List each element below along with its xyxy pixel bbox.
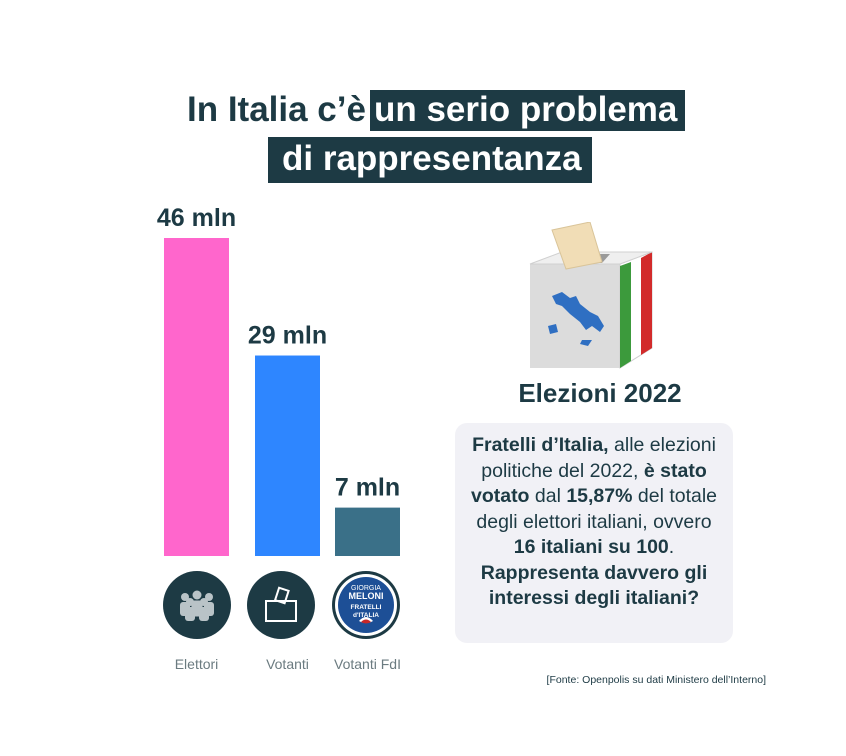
title-highlight: un serio problema — [369, 90, 686, 131]
source-note: [Fonte: Openpolis su dati Ministero dell… — [546, 674, 766, 686]
data-label: 29 mln — [248, 322, 327, 350]
bar-votanti — [255, 355, 320, 556]
card-voted: è stato votato — [470, 459, 707, 508]
category-label: Votanti — [266, 656, 309, 672]
logo-text-giorgia: GIORGIA — [351, 585, 381, 592]
title-line-2: di rappresentanza — [268, 137, 592, 183]
category-label: Elettori — [175, 656, 219, 672]
logo-text-meloni: MELONI — [349, 591, 384, 601]
card-question: Rappresenta davvero gli interessi degli … — [480, 561, 708, 610]
bar-votanti-fdi — [335, 507, 400, 556]
card-party: Fratelli d’Italia, — [472, 434, 609, 456]
card-text-3: del totale degli elettori italiani, ovve… — [476, 485, 718, 533]
ballot-box-icon — [247, 571, 315, 639]
card-percent: 15,87% — [566, 485, 633, 507]
title-line-1: In Italia c’è un serio problema — [187, 88, 686, 132]
card-text-2: dal — [529, 485, 567, 507]
title-plain: In Italia c’è — [187, 90, 366, 129]
card-ratio: 16 italiani su 100 — [513, 536, 669, 558]
bar-elettori — [164, 238, 229, 556]
data-label: 7 mln — [335, 474, 400, 502]
logo-text-ditalia: d'ITALIA — [353, 612, 379, 619]
info-card: Fratelli d’Italia, alle elezioni politic… — [455, 423, 733, 643]
data-label: 46 mln — [157, 204, 236, 232]
card-text-1: alle elezioni politiche del 2022, — [481, 434, 716, 482]
people-group-icon — [163, 571, 231, 639]
card-text-4: . — [668, 536, 675, 558]
ballot-box-italy-icon — [529, 222, 653, 369]
fdi-logo-icon: GIORGIA MELONI FRATELLI d'ITALIA — [332, 571, 400, 639]
logo-text-fratelli: FRATELLI — [351, 604, 382, 611]
category-label: Votanti FdI — [334, 656, 401, 672]
box-title: Elezioni 2022 — [518, 378, 682, 408]
